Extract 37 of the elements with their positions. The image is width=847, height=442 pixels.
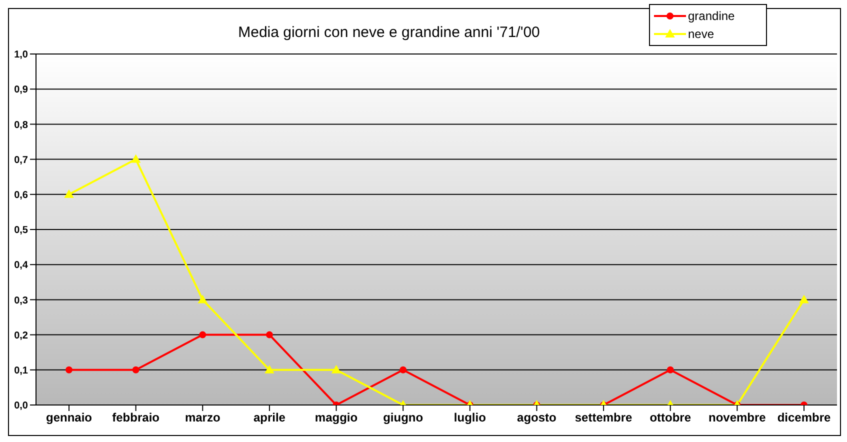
x-tick-label: novembre: [708, 410, 766, 425]
y-tick-label: 0,4: [14, 260, 28, 272]
point: [264, 365, 274, 374]
point: [199, 331, 206, 338]
x-tick-label: dicembre: [777, 410, 831, 425]
x-tick-label: aprile: [253, 410, 286, 425]
point: [266, 331, 273, 338]
x-tick-label: febbraio: [112, 410, 160, 425]
x-tick-label: giugno: [383, 410, 424, 425]
x-tick-label: settembre: [574, 410, 633, 425]
y-tick-label: 0,9: [14, 84, 28, 96]
y-tick-label: 0,0: [14, 400, 28, 412]
x-tick-label: luglio: [454, 410, 486, 425]
point: [332, 365, 341, 374]
y-tick-label: 0,5: [14, 225, 28, 236]
x-tick-label: agosto: [517, 410, 556, 425]
legend-label: grandine: [688, 9, 735, 23]
point: [198, 295, 208, 304]
y-tick-label: 1,0: [14, 50, 28, 61]
y-tick-label: 0,2: [14, 330, 28, 342]
y-tick-label: 0,6: [14, 190, 28, 201]
chart-title: Media giorni con neve e grandine anni '71/'00: [238, 24, 540, 41]
point: [66, 366, 72, 374]
y-tick-label: 0,3: [14, 295, 28, 306]
point: [132, 366, 140, 374]
point: [800, 295, 808, 304]
y-tick-label: 0,1: [14, 365, 28, 376]
y-tick-label: 0,8: [14, 120, 28, 131]
point: [666, 366, 674, 374]
x-tick-label: ottobre: [650, 410, 692, 425]
point: [400, 366, 407, 374]
y-tick-label: 0,7: [14, 154, 28, 166]
x-tick-label: marzo: [184, 410, 220, 425]
x-tick-label: maggio: [314, 410, 358, 425]
point: [64, 190, 74, 198]
legend-label: neve: [688, 27, 714, 41]
x-tick-label: gennaio: [46, 410, 92, 425]
